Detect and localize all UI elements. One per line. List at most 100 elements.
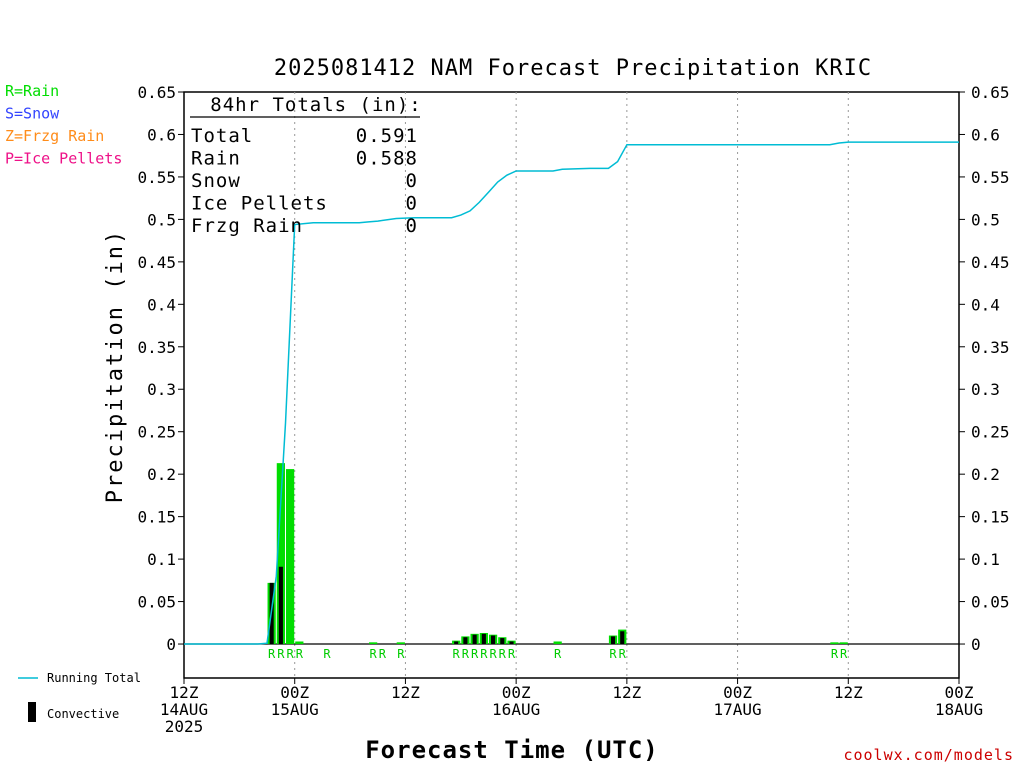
convective-bar-10: [491, 635, 496, 645]
ptype-label-19: R: [840, 647, 848, 661]
ytick-right-label-13: 0.65: [971, 83, 1010, 102]
y-axis-label: Precipitation (in): [103, 229, 128, 503]
ptype-label-16: R: [609, 647, 617, 661]
ptype-label-15: R: [554, 647, 562, 661]
totals-value-1: 0.588: [356, 148, 418, 170]
totals-value-3: 0: [406, 193, 418, 215]
ytick-right-label-11: 0.55: [971, 168, 1010, 187]
ytick-left-label-7: 0.35: [137, 338, 176, 357]
totals-value-0: 0.591: [356, 125, 418, 147]
ytick-left-label-3: 0.15: [137, 508, 176, 527]
legend-entry-3: P=Ice Pellets: [5, 150, 122, 168]
ytick-left-label-6: 0.3: [147, 380, 176, 399]
xtick-label-1-1: 15AUG: [271, 700, 319, 719]
chart-title: 2025081412 NAM Forecast Precipitation KR…: [274, 56, 872, 81]
convective-bar-12: [509, 641, 514, 645]
x-axis-label: Forecast Time (UTC): [365, 736, 659, 764]
ptype-label-17: R: [619, 647, 627, 661]
ytick-left-label-4: 0.2: [147, 465, 176, 484]
convective-legend-swatch: [28, 702, 36, 722]
ytick-right-label-10: 0.5: [971, 210, 1000, 229]
ptype-label-7: R: [397, 647, 405, 661]
xtick-label-5-0: 00Z: [723, 683, 752, 702]
ytick-right-label-12: 0.6: [971, 125, 1000, 144]
ytick-left-label-13: 0.65: [137, 83, 176, 102]
legend-entry-1: S=Snow: [5, 105, 60, 123]
ptype-label-2: R: [286, 647, 294, 661]
ptype-label-3: R: [296, 647, 304, 661]
xtick-label-2-0: 12Z: [391, 683, 420, 702]
ptype-label-12: R: [489, 647, 497, 661]
vertical-gridlines: [294, 92, 849, 678]
ptype-label-9: R: [462, 647, 470, 661]
totals-label-2: Snow: [191, 170, 241, 192]
ptype-label-13: R: [499, 647, 507, 661]
precip-type-legend: R=Rain S=Snow Z=Frzg Rain P=Ice Pellets: [5, 82, 122, 168]
y-axis-right: 0 0.05 0.1 0.15 0.2 0.25 0.3 0.35 0.4 0.45 0.5 0.55…: [959, 83, 1010, 654]
xtick-label-6-0: 12Z: [834, 683, 863, 702]
precip-bar-4: [369, 642, 378, 645]
xtick-label-0-2: 2025: [165, 717, 204, 736]
ytick-left-label-1: 0.05: [137, 593, 176, 612]
ytick-right-label-7: 0.35: [971, 338, 1010, 357]
running-total-line: [184, 141, 959, 645]
totals-value-4: 0: [406, 215, 418, 237]
xtick-label-3-1: 16AUG: [492, 700, 540, 719]
ytick-right-label-3: 0.15: [971, 508, 1010, 527]
xtick-label-3-0: 00Z: [502, 683, 531, 702]
convective-bar-15: [620, 631, 625, 645]
xtick-label-4-0: 12Z: [612, 683, 641, 702]
ptype-label-4: R: [323, 647, 331, 661]
convective-bar-11: [500, 638, 505, 645]
ptype-label-14: R: [508, 647, 516, 661]
ptype-label-5: R: [370, 647, 378, 661]
precip-bars: [267, 463, 848, 645]
ytick-left-label-9: 0.45: [137, 253, 176, 272]
ptype-label-18: R: [831, 647, 839, 661]
xtick-label-7-0: 00Z: [945, 683, 974, 702]
xtick-label-7-1: 18AUG: [935, 700, 983, 719]
totals-value-2: 0: [406, 170, 418, 192]
convective-bar-7: [463, 637, 468, 645]
y-axis-left: 0 0.05 0.1 0.15 0.2 0.25 0.3 0.35 0.4 0.45 0.5 0.55…: [137, 83, 184, 654]
ytick-right-label-6: 0.3: [971, 380, 1000, 399]
ptype-label-8: R: [453, 647, 461, 661]
ptype-label-6: R: [379, 647, 387, 661]
precip-bar-16: [830, 642, 839, 645]
totals-box: 84hr Totals (in): Total 0.591 Rain 0.588 Sno…: [190, 94, 421, 237]
totals-label-4: Frzg Rain: [191, 215, 303, 237]
xtick-label-1-0: 00Z: [280, 683, 309, 702]
ptype-label-1: R: [277, 647, 285, 661]
precip-bar-5: [396, 642, 405, 645]
precip-bar-17: [839, 642, 848, 645]
ytick-right-label-1: 0.05: [971, 593, 1010, 612]
xtick-label-0-0: 12Z: [170, 683, 199, 702]
ytick-left-label-11: 0.55: [137, 168, 176, 187]
convective-bar-6: [454, 641, 459, 645]
plot-frame: [183, 91, 960, 679]
convective-bar-1: [278, 566, 283, 645]
xtick-label-0-1: 14AUG: [160, 700, 208, 719]
ytick-right-label-4: 0.2: [971, 465, 1000, 484]
ytick-left-label-0: 0: [166, 635, 176, 654]
ptype-label-0: R: [268, 647, 276, 661]
convective-legend-label: Convective: [47, 707, 119, 721]
ptype-label-10: R: [471, 647, 479, 661]
ytick-right-label-8: 0.4: [971, 295, 1000, 314]
credit-text: coolwx.com/models: [843, 746, 1014, 764]
ytick-left-label-12: 0.6: [147, 125, 176, 144]
totals-label-3: Ice Pellets: [191, 193, 328, 215]
series-legend: Running Total Convective: [18, 671, 141, 722]
xtick-label-5-1: 17AUG: [713, 700, 761, 719]
convective-bar-8: [472, 634, 477, 645]
ytick-left-label-8: 0.4: [147, 295, 176, 314]
ptype-label-11: R: [480, 647, 488, 661]
precip-bar-1: [276, 463, 285, 645]
precip-bar-13: [553, 641, 562, 645]
totals-rows: Total 0.591 Rain 0.588 Snow 0 Ice Pellets 0 Frzg…: [191, 125, 418, 237]
legend-entry-0: R=Rain: [5, 82, 59, 100]
totals-header: 84hr Totals (in):: [210, 94, 421, 116]
